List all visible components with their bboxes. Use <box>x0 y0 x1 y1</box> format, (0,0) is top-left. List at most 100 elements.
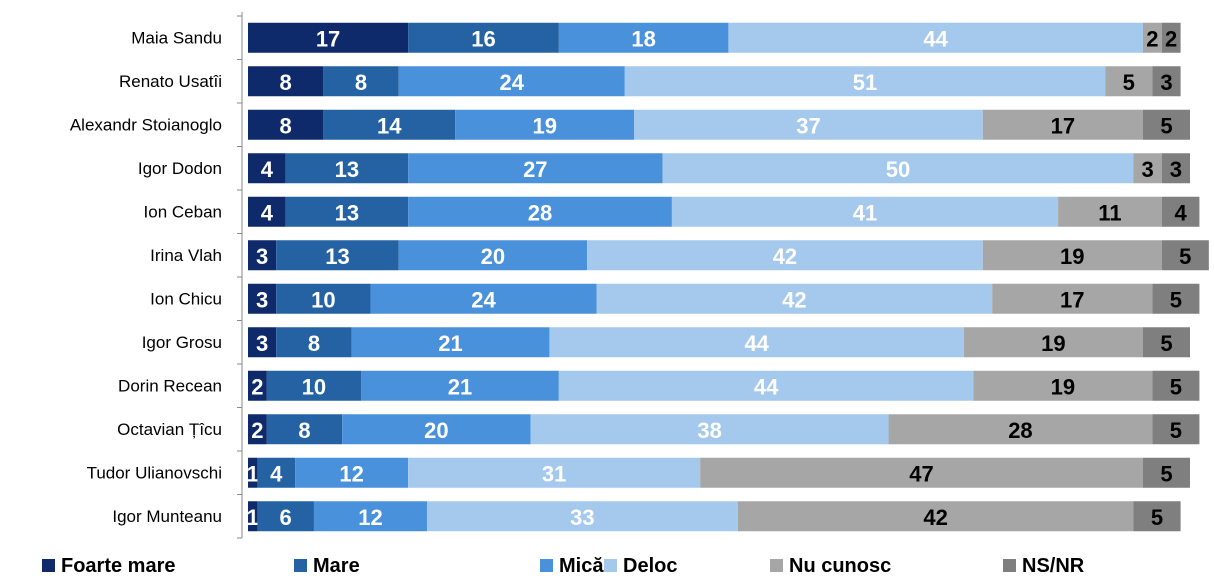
category-label: Maia Sandu <box>131 28 222 47</box>
data-label: 8 <box>298 418 310 443</box>
category-label: Igor Munteanu <box>112 507 222 526</box>
data-label: 1 <box>247 461 259 486</box>
bar-segment <box>982 109 1143 140</box>
category-label: Alexandr Stoianoglo <box>70 115 222 134</box>
data-label: 5 <box>1170 418 1182 443</box>
category-label: Renato Usatîi <box>119 72 222 91</box>
data-label: 13 <box>335 200 359 225</box>
bar-segment <box>266 370 362 401</box>
bar-segment <box>1142 327 1190 358</box>
data-label: 2 <box>1146 26 1158 51</box>
bar-segment <box>257 501 314 532</box>
data-label: 8 <box>280 70 292 95</box>
bar-segment <box>426 501 738 532</box>
data-label: 3 <box>1141 157 1153 182</box>
bar-segment <box>671 196 1059 227</box>
bar-segment <box>408 196 672 227</box>
bar-segment <box>624 66 1106 97</box>
data-label: 20 <box>481 244 505 269</box>
data-label: 5 <box>1170 287 1182 312</box>
data-label: 42 <box>782 287 806 312</box>
bar-segment <box>1105 66 1153 97</box>
bar-segment <box>1161 240 1209 271</box>
bar-segment <box>323 66 399 97</box>
bar-segment <box>257 457 296 488</box>
legend-label: NS/NR <box>1022 555 1085 577</box>
data-label: 44 <box>754 374 779 399</box>
data-label: 27 <box>523 157 547 182</box>
data-label: 16 <box>471 26 495 51</box>
data-label: 2 <box>251 374 263 399</box>
legend-swatch <box>770 559 783 572</box>
bar-segment <box>295 457 409 488</box>
category-label: Ion Ceban <box>144 202 222 221</box>
data-label: 3 <box>1160 70 1172 95</box>
bar-segment <box>266 414 343 445</box>
legend-swatch <box>294 559 307 572</box>
data-label: 13 <box>335 157 359 182</box>
legend-label: Foarte mare <box>61 555 176 577</box>
legend-swatch <box>1003 559 1016 572</box>
data-label: 17 <box>1051 113 1075 138</box>
bar-segment <box>587 240 983 271</box>
bar-segment <box>455 109 635 140</box>
bar-segment <box>248 457 258 488</box>
bar-segment <box>248 240 277 271</box>
bar-segment <box>1133 153 1162 184</box>
data-label: 31 <box>542 461 566 486</box>
data-label: 44 <box>923 26 948 51</box>
data-label: 12 <box>339 461 363 486</box>
bar-segment <box>342 414 531 445</box>
bar-segment <box>408 457 701 488</box>
bar-segment <box>248 327 277 358</box>
data-label: 51 <box>853 70 877 95</box>
bar-segment <box>1152 414 1200 445</box>
legend-swatch <box>604 559 617 572</box>
data-label: 4 <box>1174 200 1187 225</box>
bar-segment <box>558 22 729 53</box>
bar-segment <box>662 153 1134 184</box>
bar-segment <box>1152 283 1200 314</box>
category-label: Irina Vlah <box>150 246 222 265</box>
data-label: 8 <box>355 70 367 95</box>
data-label: 17 <box>1060 287 1084 312</box>
bar-segment <box>313 501 427 532</box>
data-label: 44 <box>744 331 769 356</box>
data-label: 47 <box>909 461 933 486</box>
data-label: 42 <box>773 244 797 269</box>
bar-segment <box>276 283 371 314</box>
bar-segment <box>596 283 993 314</box>
legend-swatch <box>540 559 553 572</box>
bar-segment <box>248 66 324 97</box>
bar-segment <box>1142 109 1190 140</box>
data-label: 18 <box>631 26 655 51</box>
category-label: Dorin Recean <box>118 376 222 395</box>
data-label: 6 <box>280 505 292 530</box>
data-label: 5 <box>1160 113 1172 138</box>
data-label: 19 <box>532 113 556 138</box>
bar-segment <box>700 457 1143 488</box>
data-label: 3 <box>256 331 268 356</box>
bar-segment <box>398 240 588 271</box>
data-label: 5 <box>1123 70 1135 95</box>
bar-segment <box>408 153 663 184</box>
data-label: 33 <box>570 505 594 530</box>
data-label: 5 <box>1170 374 1182 399</box>
data-label: 5 <box>1179 244 1191 269</box>
bar-segment <box>530 414 889 445</box>
legend-label: Mică <box>559 555 604 577</box>
data-label: 28 <box>1008 418 1032 443</box>
data-label: 1 <box>247 505 259 530</box>
bar-segment <box>276 240 399 271</box>
data-label: 19 <box>1051 374 1075 399</box>
bar-segment <box>248 370 267 401</box>
bar-segment <box>323 109 456 140</box>
legend-swatch <box>42 559 55 572</box>
bar-segment <box>398 66 625 97</box>
bar-segment <box>351 327 550 358</box>
bar-segment <box>248 153 286 184</box>
bar-segment <box>285 153 409 184</box>
data-label: 42 <box>923 505 947 530</box>
bar-segment <box>728 22 1143 53</box>
